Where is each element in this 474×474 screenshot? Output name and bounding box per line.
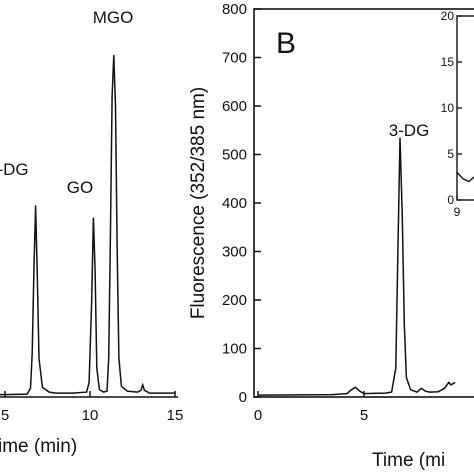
panel-b-y-tick-label: 0 <box>239 389 247 406</box>
panel-b-y-ticks: 0 100 200 300 400 500 600 700 800 <box>222 1 261 406</box>
panel-b-y-tick-label: 600 <box>222 98 247 115</box>
panel-a-peak-label-3dg: 3-DG <box>0 160 29 179</box>
inset-trace <box>456 171 474 183</box>
panel-b-peak-label-3dg: 3-DG <box>389 121 430 140</box>
panel-b-trace <box>257 137 456 396</box>
inset-y-tick-label: 15 <box>441 55 455 69</box>
inset-ticks: 0 5 10 15 20 9 <box>441 9 462 219</box>
panel-b-inset: 0 5 10 15 20 9 <box>441 9 474 219</box>
inset-y-tick-label: 20 <box>441 9 455 23</box>
panel-a-x-axis-title: ime (min) <box>0 436 77 457</box>
panel-a: 5 10 15 3-DG GO MGO ime (min) <box>0 8 183 457</box>
panel-b-x-tick-label: 5 <box>360 407 368 424</box>
inset-x-tick-label: 9 <box>454 205 461 219</box>
panel-a-x-ticks: 5 10 15 <box>1 391 184 424</box>
panel-b-y-axis-title: Fluorescence (352/385 nm) <box>188 87 209 319</box>
panel-b-y-tick-label: 100 <box>222 341 247 358</box>
panel-b-y-tick-label: 400 <box>222 195 247 212</box>
panel-a-x-tick-label: 15 <box>167 407 184 424</box>
panel-a-x-tick-label: 10 <box>82 407 99 424</box>
inset-y-tick-label: 5 <box>447 147 454 161</box>
panel-b-x-tick-label: 0 <box>254 407 262 424</box>
panel-a-peak-label-go: GO <box>67 178 93 197</box>
inset-y-tick-label: 10 <box>441 101 455 115</box>
panel-b-letter: B <box>276 27 296 60</box>
panel-a-peak-label-mgo: MGO <box>93 8 134 27</box>
panel-b-y-tick-label: 500 <box>222 147 247 164</box>
panel-a-x-tick-label: 5 <box>1 407 9 424</box>
panel-b-y-tick-label: 300 <box>222 244 247 261</box>
inset-y-tick-label: 0 <box>447 193 454 207</box>
panel-b-y-tick-label: 800 <box>222 1 247 18</box>
panel-b-x-axis-title: Time (mi <box>372 450 445 471</box>
panel-a-trace <box>0 55 175 396</box>
panel-b-y-tick-label: 200 <box>222 292 247 309</box>
panel-b-y-tick-label: 700 <box>222 50 247 67</box>
